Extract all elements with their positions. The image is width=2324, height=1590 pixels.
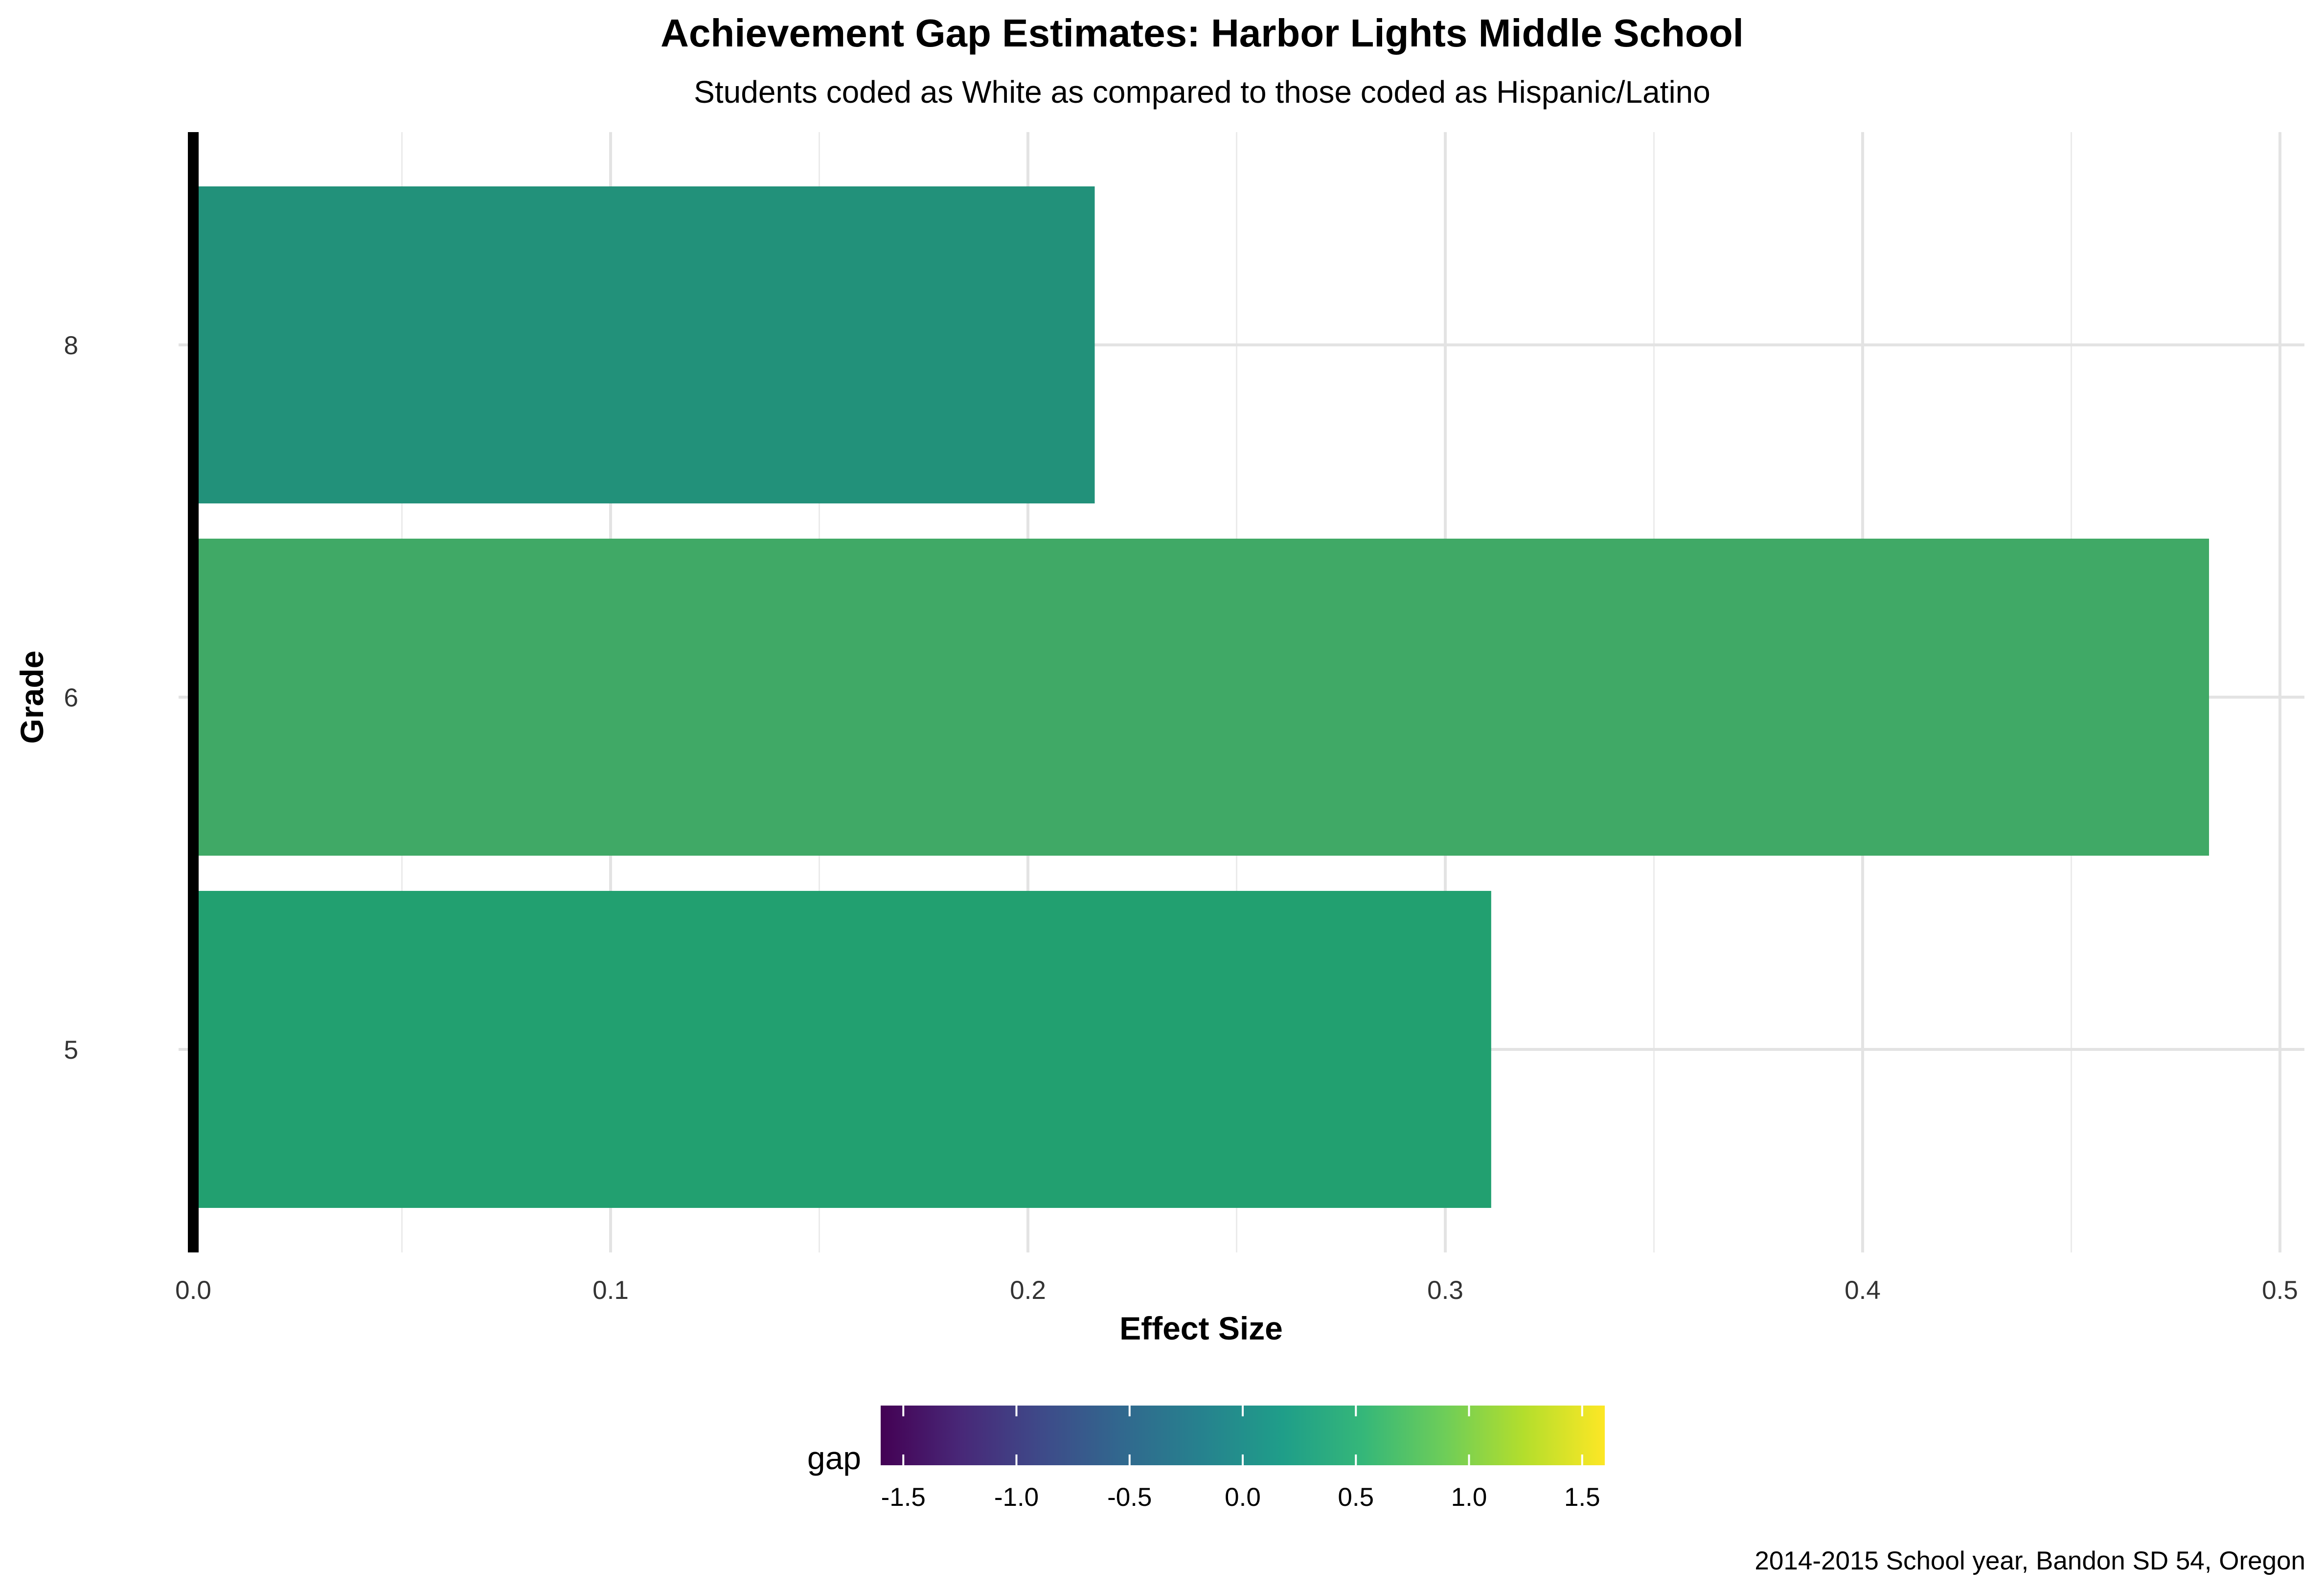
legend-tick-label: 0.0 (1225, 1483, 1261, 1512)
legend-tick-label: -1.0 (994, 1483, 1039, 1512)
x-axis-title: Effect Size (1119, 1310, 1283, 1346)
bars (193, 186, 2209, 1208)
x-tick-label: 0.2 (1010, 1276, 1046, 1305)
chart-subtitle: Students coded as White as compared to t… (694, 74, 1710, 110)
y-tick-label: 5 (64, 1036, 78, 1065)
chart-caption: 2014-2015 School year, Bandon SD 54, Ore… (1754, 1546, 2305, 1575)
bar-grade-5 (193, 891, 1491, 1208)
bar-grade-8 (193, 186, 1095, 503)
bar-grade-6 (193, 539, 2209, 856)
legend-tick-label: -0.5 (1107, 1483, 1152, 1512)
y-axis-ticks: 5 6 8 (64, 331, 78, 1065)
x-tick-label: 0.4 (1845, 1276, 1881, 1305)
legend-tick-label: 1.5 (1564, 1483, 1600, 1512)
legend-tick-label: 0.5 (1338, 1483, 1374, 1512)
legend-title: gap (807, 1440, 861, 1476)
legend-tick-label: 1.0 (1451, 1483, 1487, 1512)
color-legend: gap -1.5 -1.0 -0.5 0.0 0.5 1.0 1.5 (807, 1406, 1605, 1512)
x-tick-label: 0.3 (1427, 1276, 1463, 1305)
y-axis-title: Grade (14, 651, 50, 744)
x-tick-label: 0.5 (2262, 1276, 2298, 1305)
y-tick-label: 8 (64, 331, 78, 360)
x-tick-label: 0.1 (592, 1276, 629, 1305)
x-axis-ticks: 0.0 0.1 0.2 0.3 0.4 0.5 (175, 1276, 2298, 1305)
legend-tick-label: -1.5 (881, 1483, 926, 1512)
legend-ticks: -1.5 -1.0 -0.5 0.0 0.5 1.0 1.5 (881, 1406, 1600, 1512)
chart-title: Achievement Gap Estimates: Harbor Lights… (661, 11, 1744, 55)
x-tick-label: 0.0 (175, 1276, 211, 1305)
y-tick-label: 6 (64, 683, 78, 712)
